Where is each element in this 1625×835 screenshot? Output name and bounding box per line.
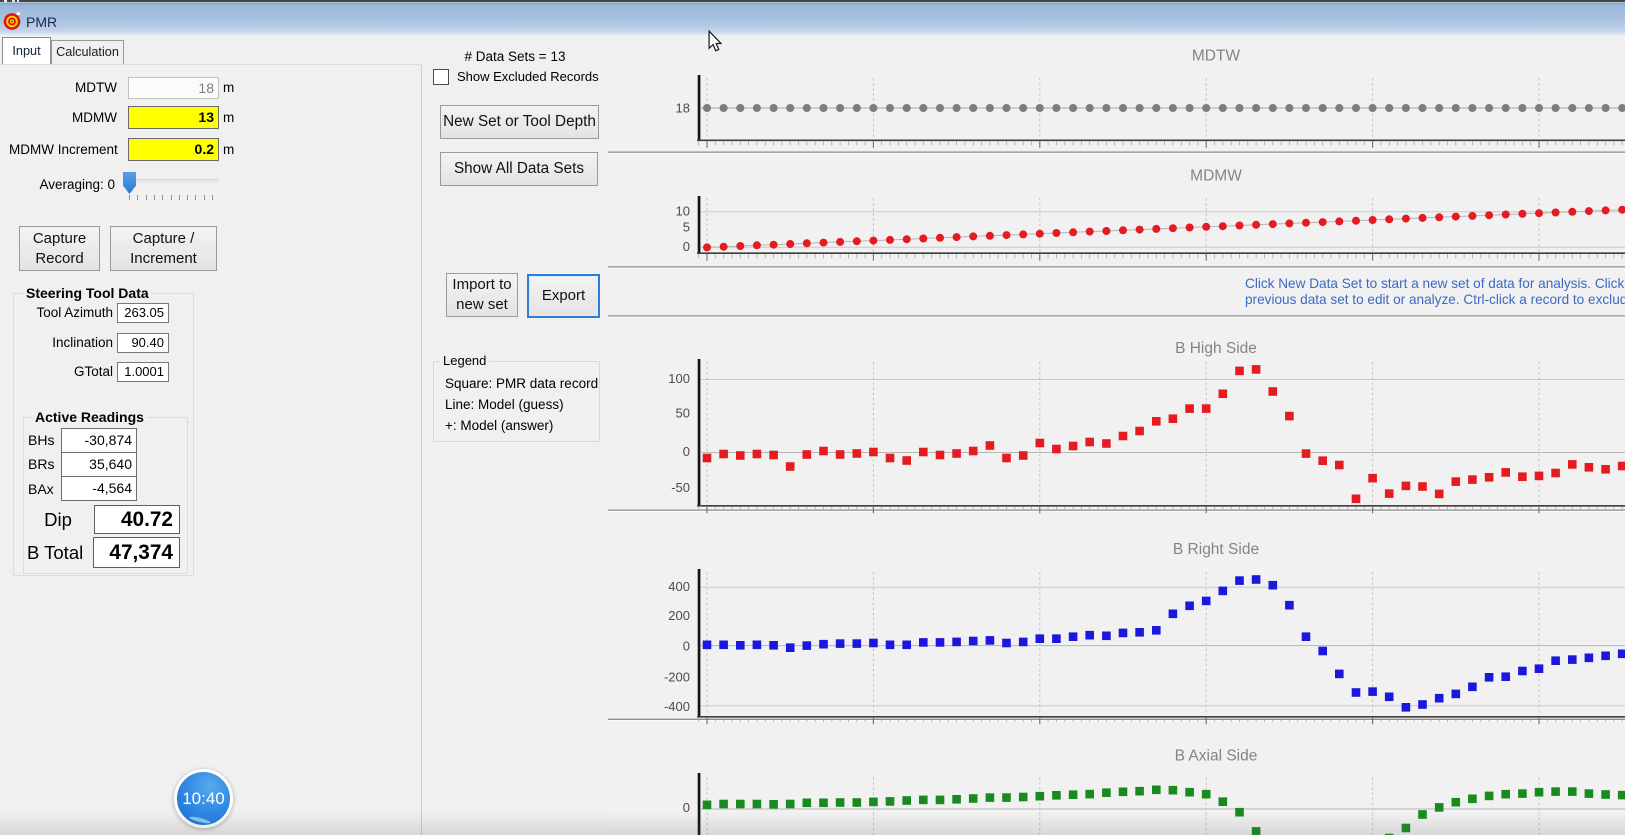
svg-text:0: 0 [683, 239, 690, 254]
svg-text:B Axial Side: B Axial Side [1175, 748, 1258, 765]
svg-text:0: 0 [683, 638, 690, 653]
svg-text:400: 400 [668, 579, 690, 594]
svg-text:-50: -50 [671, 480, 690, 495]
svg-text:0: 0 [683, 444, 690, 459]
svg-text:B High Side: B High Side [1175, 340, 1257, 357]
svg-text:-400: -400 [664, 699, 690, 714]
svg-text:B Right Side: B Right Side [1173, 541, 1259, 558]
svg-text:5: 5 [683, 220, 690, 235]
svg-text:100: 100 [668, 371, 690, 386]
svg-text:18: 18 [676, 101, 690, 116]
svg-text:MDMW: MDMW [1190, 168, 1242, 185]
svg-text:-200: -200 [664, 669, 690, 684]
svg-text:MDTW: MDTW [1192, 48, 1241, 65]
svg-text:10: 10 [676, 204, 690, 219]
svg-text:50: 50 [676, 406, 690, 421]
svg-text:0: 0 [683, 800, 690, 815]
svg-text:200: 200 [668, 608, 690, 623]
